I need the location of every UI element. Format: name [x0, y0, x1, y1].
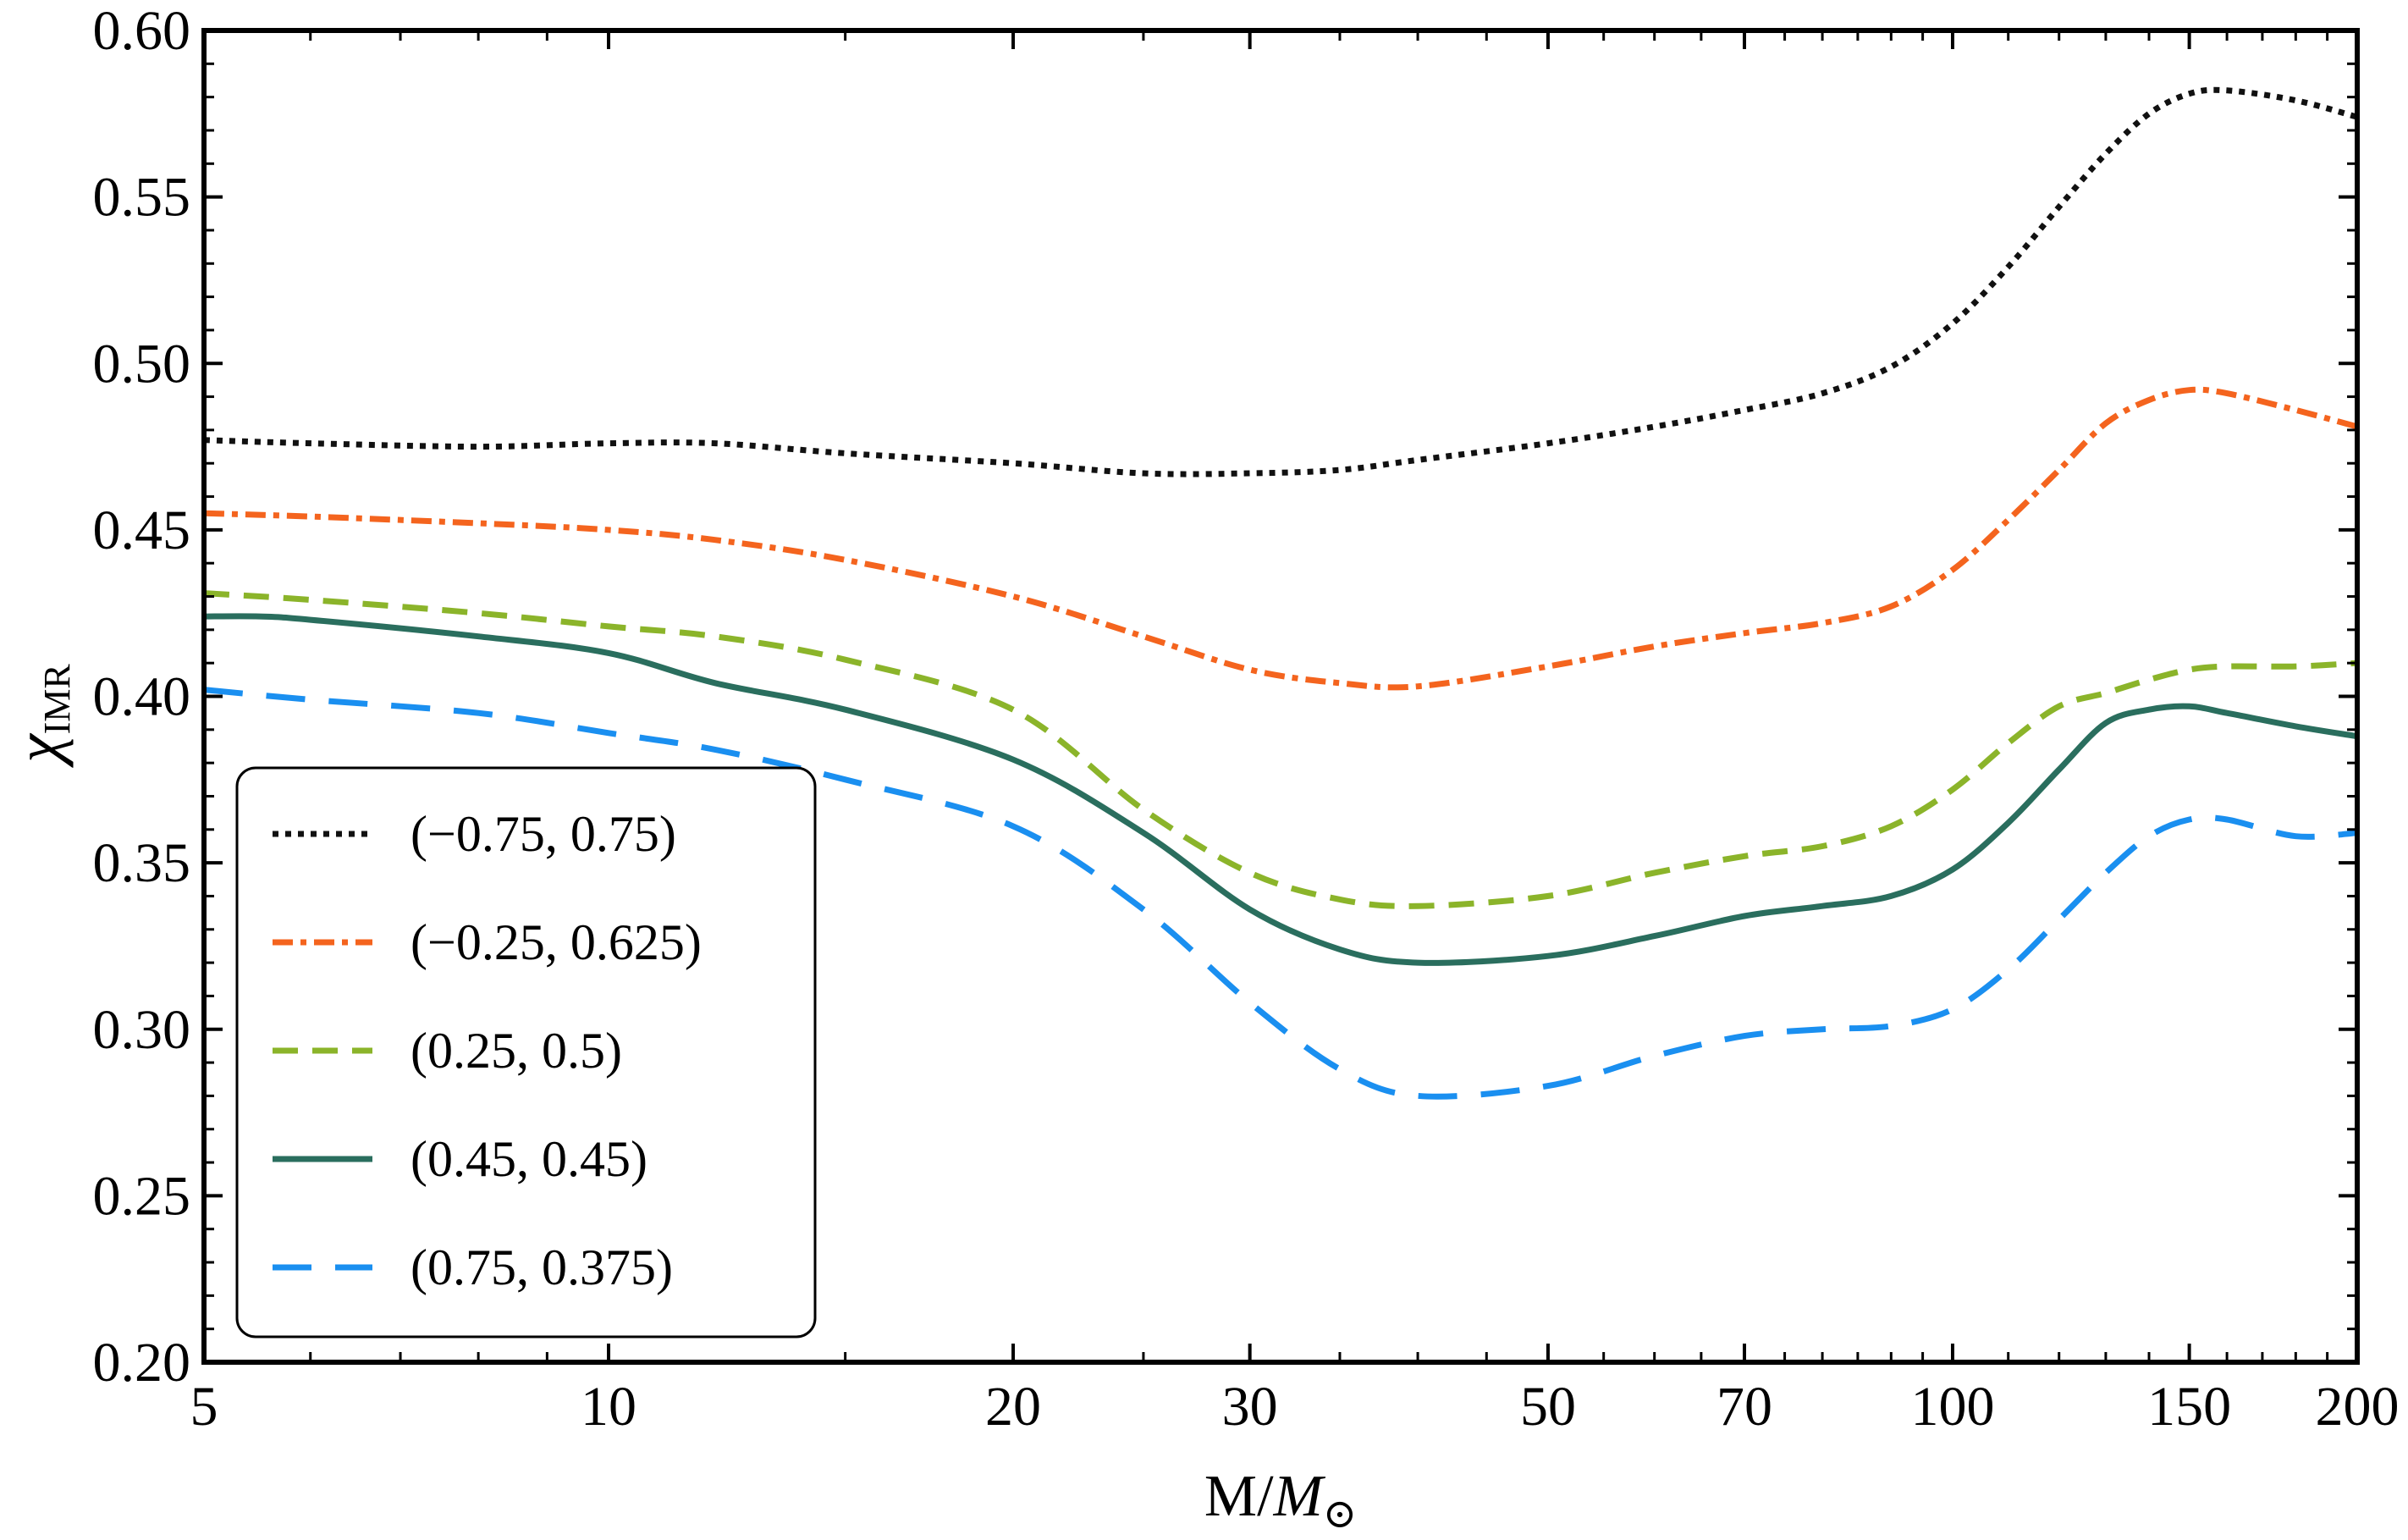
y-tick-label: 0.55 [93, 167, 191, 229]
x-tick-label: 150 [2147, 1376, 2231, 1438]
x-tick-label: 200 [2316, 1376, 2400, 1438]
y-tick-label: 0.40 [93, 666, 191, 728]
x-axis-title-subscript: ⊙ [1323, 1492, 1357, 1537]
y-tick-label: 0.35 [93, 832, 191, 894]
x-tick-label: 20 [985, 1376, 1041, 1438]
x-tick-label: 5 [190, 1376, 218, 1438]
legend-label-2: (−0.25, 0.625) [411, 914, 702, 970]
x-axis-title-symbol: M [1273, 1464, 1326, 1529]
y-tick-label: 0.30 [93, 999, 191, 1061]
chart: 5 10 20 30 50 70 100 150 200 0.20 0.25 0.30 0.35 0.40… [0, 0, 2408, 1540]
y-tick-label: 0.25 [93, 1165, 191, 1227]
legend-label-5: (0.75, 0.375) [411, 1239, 673, 1295]
series-line-1 [204, 90, 2357, 474]
x-tick-label: 10 [581, 1376, 636, 1438]
x-axis-title: M/M⊙ [1204, 1464, 1357, 1537]
x-axis-title-main: M/ [1204, 1464, 1274, 1529]
y-axis-title: χIMR [3, 664, 78, 769]
x-tick-label: 70 [1716, 1376, 1772, 1438]
y-axis-title-subscript: IMR [36, 664, 78, 735]
legend-label-1: (−0.75, 0.75) [411, 806, 676, 862]
y-tick-label: 0.20 [93, 1332, 191, 1394]
x-tick-label: 50 [1520, 1376, 1576, 1438]
legend-label-3: (0.25, 0.5) [411, 1023, 622, 1079]
x-tick-label: 100 [1910, 1376, 1994, 1438]
y-tick-label: 0.45 [93, 500, 191, 561]
y-tick-label: 0.50 [93, 333, 191, 395]
x-tick-label: 30 [1222, 1376, 1278, 1438]
y-axis-title-symbol: χ [3, 733, 74, 769]
legend: (−0.75, 0.75) (−0.25, 0.625) (0.25, 0.5) (0… [237, 768, 815, 1337]
legend-label-4: (0.45, 0.45) [411, 1131, 647, 1187]
y-tick-label: 0.60 [93, 0, 191, 62]
